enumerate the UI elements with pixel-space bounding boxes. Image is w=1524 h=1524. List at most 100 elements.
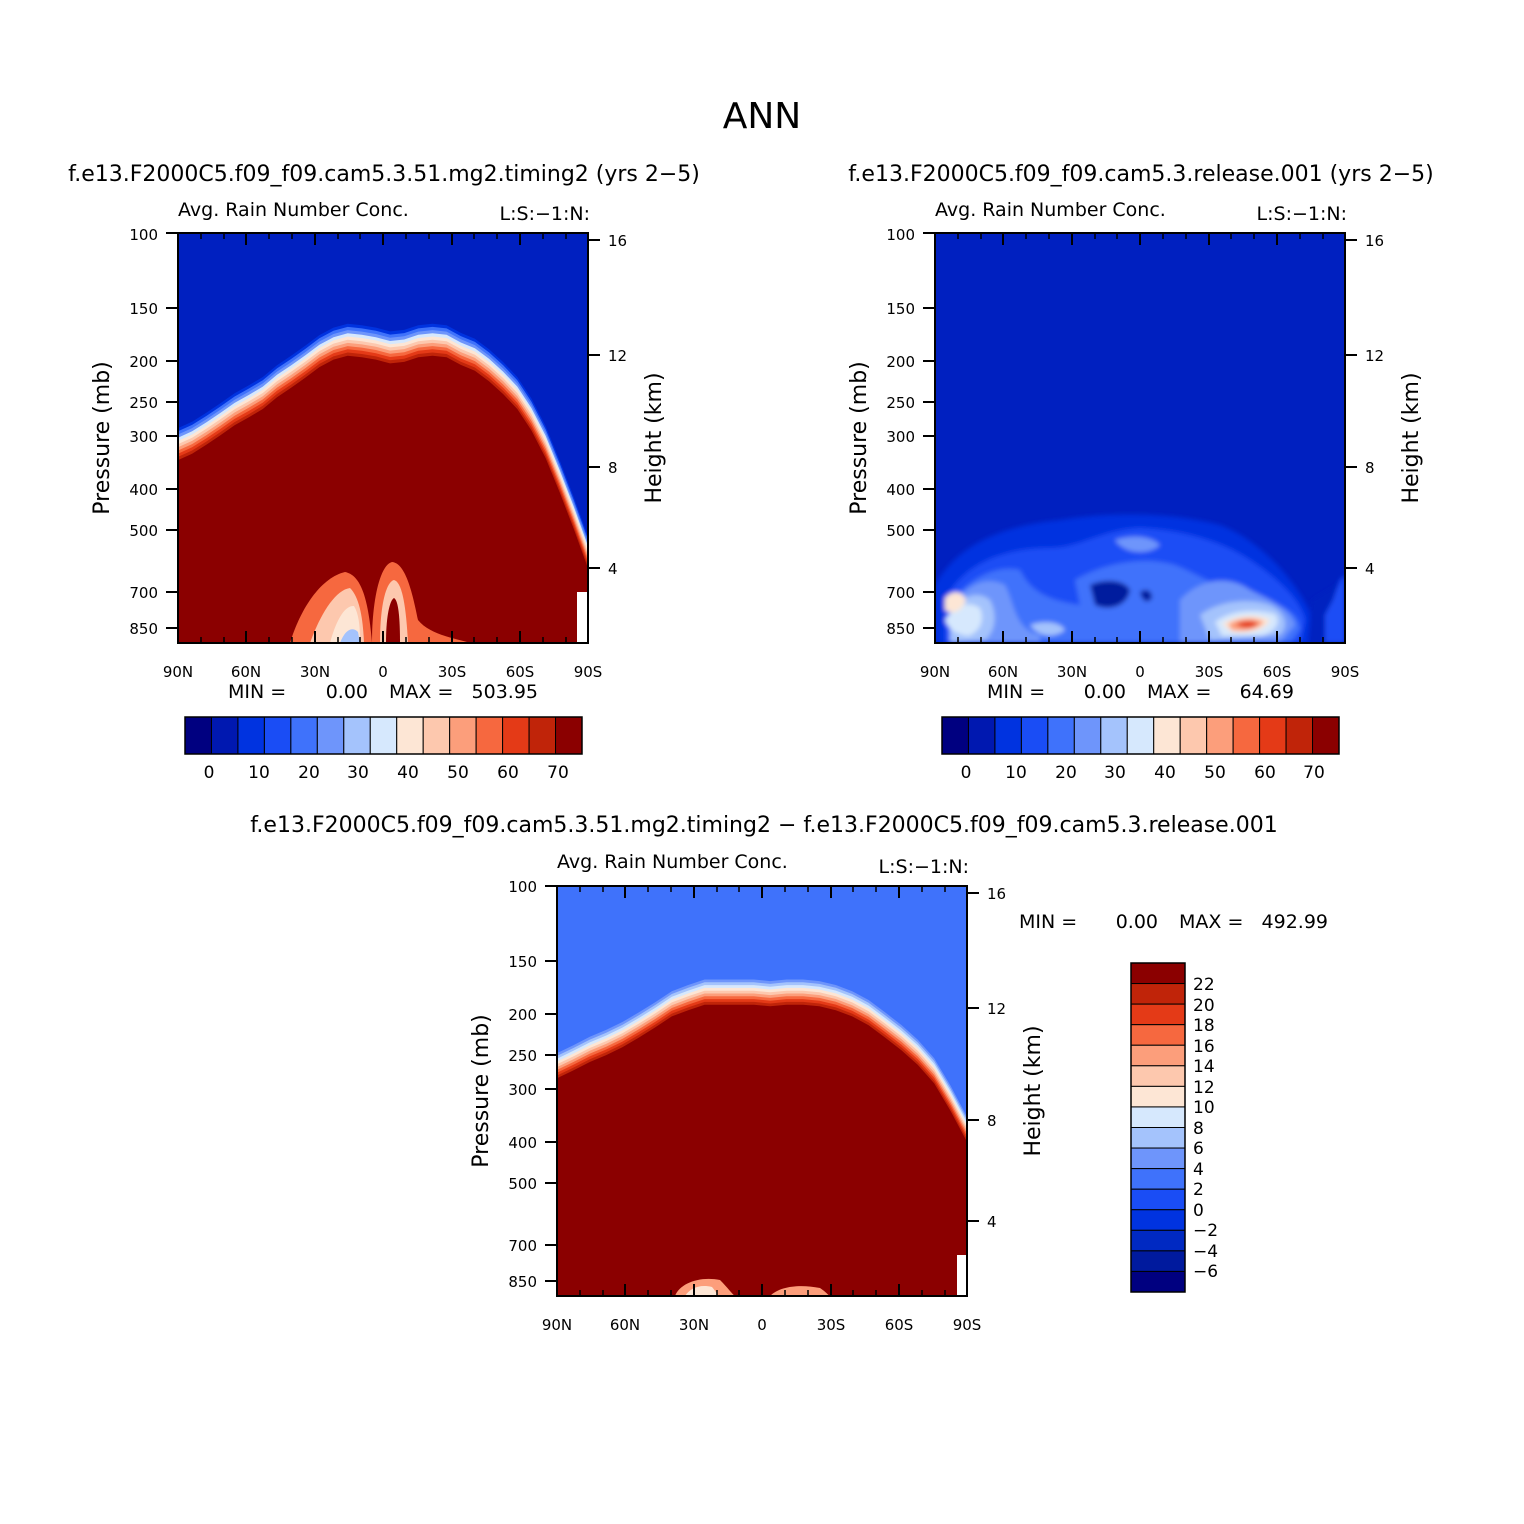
x-tick-label: 90N: [920, 663, 950, 681]
y2-tick-label: 12: [987, 1000, 1006, 1018]
colorbar-label: 30: [347, 763, 369, 783]
x-tick-label: 60S: [1263, 663, 1292, 681]
colorbar-swatch: [396, 716, 424, 755]
colorbar-swatch: [994, 716, 1022, 755]
panel-2-subtitle-right: L:S:−1:N:: [1257, 203, 1347, 225]
panel-1-subtitle-right: L:S:−1:N:: [500, 203, 590, 225]
x-tick-marks: [934, 233, 1346, 643]
colorbar-swatch: [1130, 1250, 1186, 1272]
colorbar-label: 14: [1193, 1057, 1215, 1077]
y2-tick-marks: [967, 892, 979, 1222]
field-missing-surface: [577, 592, 588, 643]
panel-3-x-ticks: 90N 60N 30N 0 30S 60S 90S: [542, 886, 981, 1334]
colorbar-swatch: [528, 716, 557, 755]
panel-1-max-label: MAX =: [389, 681, 453, 703]
y-tick-label: 300: [886, 428, 915, 446]
panel-3-min-value: 0.00: [1116, 911, 1158, 933]
colorbar-swatch: [1206, 716, 1234, 755]
y-tick-label: 150: [129, 300, 158, 318]
x-tick-label: 60S: [506, 663, 535, 681]
x-tick-label: 60N: [988, 663, 1018, 681]
y-tick-label: 400: [508, 1134, 537, 1152]
colorbar-swatch: [1130, 1044, 1186, 1067]
colorbar-label: 20: [298, 763, 320, 783]
y2-tick-label: 16: [987, 885, 1006, 903]
y-tick-label: 700: [508, 1237, 537, 1255]
x-tick-marks: [556, 886, 968, 1296]
y2-tick-marks: [588, 239, 600, 569]
panel-1-x-ticks: 90N 60N 30N 0 30S 60S 90S: [163, 233, 602, 681]
colorbar-label: 20: [1055, 763, 1077, 783]
colorbar-swatch: [1130, 1085, 1186, 1108]
panel-1-y-ticks: 100 150 200 250 300 400 500 700 850: [129, 226, 178, 638]
y-tick-marks: [923, 232, 935, 629]
colorbar-swatch: [1126, 716, 1155, 755]
colorbar-swatch: [263, 716, 292, 755]
colorbar-swatch: [1100, 716, 1128, 755]
colorbar-swatch: [1312, 716, 1340, 755]
colorbar-swatch: [1130, 962, 1186, 985]
field-level-9: [1236, 621, 1258, 628]
colorbar-swatch: [1073, 716, 1102, 755]
colorbar-swatch: [369, 716, 398, 755]
colorbar-swatch: [237, 716, 265, 755]
colorbar-swatch: [1130, 983, 1186, 1005]
x-tick-label: 30N: [1057, 663, 1087, 681]
y-tick-label: 250: [886, 394, 915, 412]
panel-1-min-label: MIN =: [228, 681, 286, 703]
x-tick-label: 90N: [542, 1316, 572, 1334]
y-tick-marks: [545, 885, 557, 1282]
x-tick-label: 0: [1135, 663, 1145, 681]
colorbar-label: 2: [1193, 1180, 1204, 1200]
y-tick-label: 100: [508, 878, 537, 896]
y-tick-label: 400: [886, 481, 915, 499]
x-tick-label: 30N: [300, 663, 330, 681]
panel-2-max-label: MAX =: [1147, 681, 1211, 703]
colorbar-swatch: [1179, 716, 1208, 755]
x-tick-label: 90N: [163, 663, 193, 681]
y2-tick-label: 12: [608, 347, 627, 365]
field-level-6: [945, 604, 1278, 636]
colorbar-swatch: [1130, 1127, 1186, 1149]
panel-2-y2-ticks: 16 12 8 4: [1345, 232, 1384, 578]
panel-2-y-axis-label: Pressure (mb): [847, 361, 872, 515]
panel-3-y2-ticks: 16 12 8 4: [967, 885, 1006, 1231]
x-tick-label: 90S: [953, 1316, 982, 1334]
colorbar-label: 30: [1104, 763, 1126, 783]
colorbar-label: 12: [1193, 1078, 1215, 1098]
y-tick-label: 500: [508, 1175, 537, 1193]
panel-1-field: [178, 323, 588, 643]
colorbar-label: 4: [1193, 1160, 1204, 1180]
y-tick-label: 200: [886, 353, 915, 371]
y-tick-label: 250: [508, 1047, 537, 1065]
x-tick-label: 0: [378, 663, 388, 681]
panel-1-colorbar: [184, 716, 583, 755]
colorbar-swatch: [1130, 1270, 1186, 1293]
panel-3-max-label: MAX =: [1179, 911, 1243, 933]
panel-3-max-value: 492.99: [1262, 911, 1328, 933]
panel-2-max-value: 64.69: [1240, 681, 1294, 703]
y-tick-label: 200: [129, 353, 158, 371]
colorbar-frame: [184, 716, 583, 755]
panel-3-y-axis-label: Pressure (mb): [469, 1014, 494, 1168]
panel-3-min-label: MIN =: [1019, 911, 1077, 933]
panel-2-colorbar-labels: 0 10 20 30 40 50 60 70: [961, 763, 1325, 783]
y2-tick-label: 4: [1365, 560, 1375, 578]
colorbar-swatch: [184, 716, 212, 755]
panel-1-y2-axis-label: Height (km): [642, 372, 667, 503]
colorbar-swatch: [290, 716, 318, 755]
colorbar-label: 0: [961, 763, 972, 783]
x-tick-label: 90S: [1331, 663, 1360, 681]
field-minimum-core: [386, 598, 400, 643]
y-tick-label: 700: [129, 584, 158, 602]
panel-1-y-axis-label: Pressure (mb): [90, 361, 115, 515]
field-missing-surface: [957, 1255, 967, 1296]
y2-tick-label: 16: [1365, 232, 1384, 250]
colorbar-label: 6: [1193, 1139, 1204, 1159]
field-max-region: [178, 355, 588, 643]
y2-tick-label: 4: [608, 560, 618, 578]
colorbar-label: 10: [1193, 1098, 1215, 1118]
x-tick-label: 30S: [1195, 663, 1224, 681]
y2-tick-label: 16: [608, 232, 627, 250]
colorbar-swatch: [502, 716, 530, 755]
